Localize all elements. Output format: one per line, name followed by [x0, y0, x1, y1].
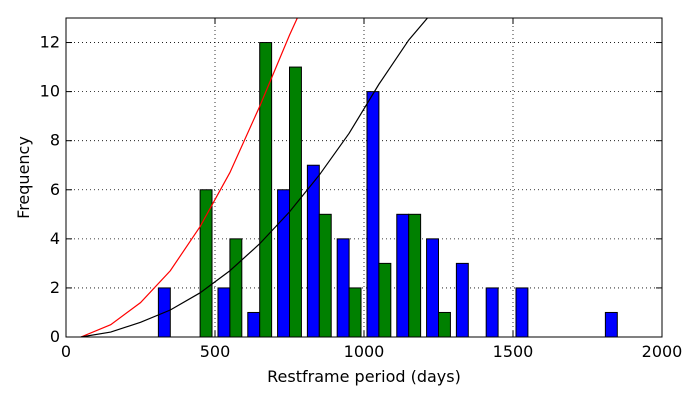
bar-series-1: [515, 287, 529, 338]
bar-series-1: [247, 311, 261, 338]
bar-series-1: [455, 262, 469, 338]
y-tick-label: 0: [50, 327, 60, 346]
y-tick-label: 12: [40, 33, 60, 52]
x-tick-label: 1500: [493, 342, 534, 361]
bar-series-1: [604, 311, 618, 338]
plot-frame: [65, 17, 663, 338]
bar-series-1: [277, 189, 290, 338]
y-tick-label: 2: [50, 278, 60, 297]
x-tick-label: 0: [61, 342, 71, 361]
y-axis-label: Frequency: [14, 136, 33, 219]
fit-curve-1: [80, 18, 298, 337]
bar-series-2: [318, 213, 332, 338]
bar-series-2: [378, 262, 392, 338]
bar-series-1: [366, 91, 380, 338]
x-tick-label: 1000: [344, 342, 385, 361]
ticks-layer: 0 500 1000 1500 2000 0 2 4 6 8 10 12: [40, 18, 683, 361]
y-tick-label: 4: [50, 229, 60, 248]
bar-series-2: [408, 213, 422, 338]
bar-series-2: [229, 238, 243, 338]
bar-series-1: [485, 287, 499, 338]
bar-series-2: [259, 42, 273, 338]
bar-series-2: [199, 189, 213, 338]
bar-series-1: [306, 164, 320, 338]
y-tick-label: 6: [50, 180, 60, 199]
fit-curve-2: [80, 18, 429, 337]
x-tick-label: 2000: [642, 342, 683, 361]
bar-series-2: [348, 287, 362, 338]
bar-series-1: [426, 238, 439, 338]
bar-series-1: [396, 213, 410, 338]
bar-series-2: [289, 66, 302, 338]
curves-layer: [80, 18, 429, 337]
bar-series-1: [336, 238, 350, 338]
x-tick-label: 500: [200, 342, 231, 361]
bars-layer: [157, 42, 618, 338]
bar-series-1: [217, 287, 231, 338]
x-axis-label: Restframe period (days): [267, 367, 461, 386]
y-tick-label: 8: [50, 131, 60, 150]
y-tick-label: 10: [40, 82, 60, 101]
bar-series-2: [438, 311, 451, 338]
grid-layer: [66, 18, 662, 337]
